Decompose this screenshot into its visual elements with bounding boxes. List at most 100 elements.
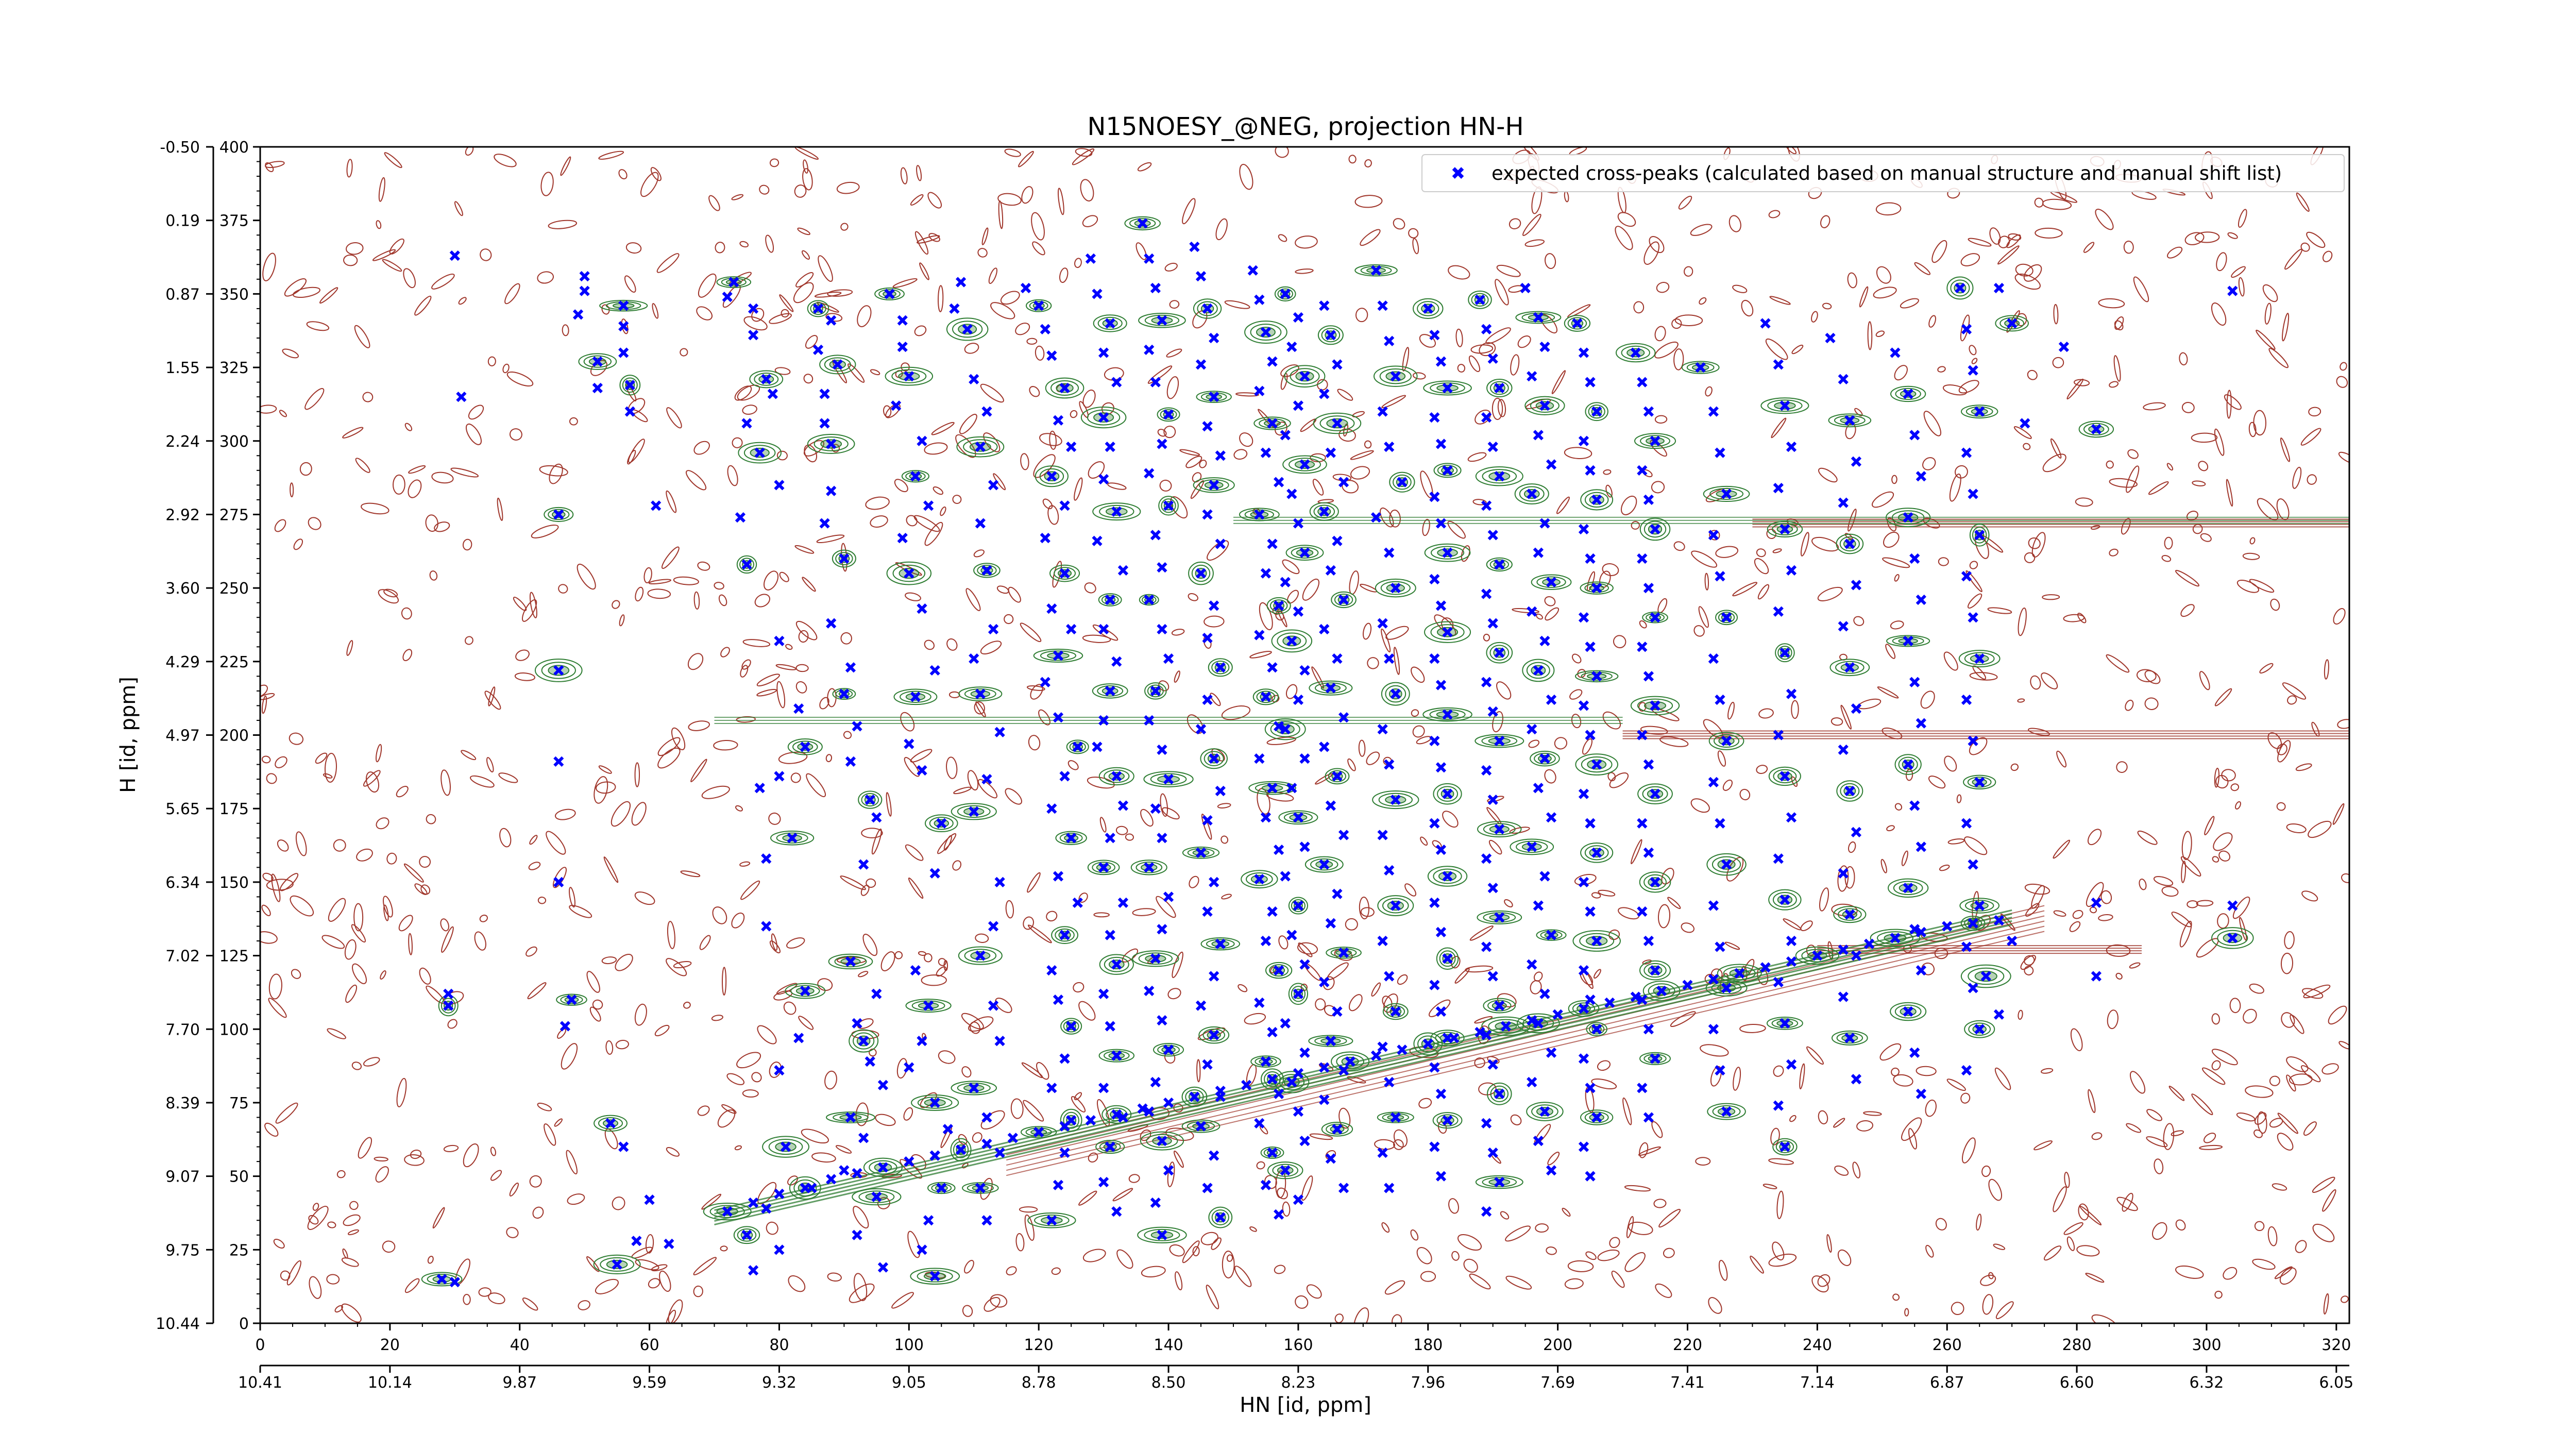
peak-marker (1435, 680, 1447, 690)
peak-marker (1968, 488, 1978, 499)
peak-marker (1968, 859, 1978, 870)
noise-contour (2292, 466, 2302, 489)
peak-marker (1527, 488, 1537, 499)
peak-marker (1494, 824, 1505, 835)
peak-marker (1325, 565, 1336, 576)
noise-contour (315, 752, 328, 764)
marker-stroke (1578, 347, 1589, 358)
peak-contour (1095, 1139, 1125, 1154)
noise-contour (2184, 232, 2205, 245)
noise-contour (886, 792, 892, 817)
peak-marker (1384, 1183, 1395, 1193)
peak-marker (826, 439, 837, 449)
peak-marker (579, 271, 590, 282)
peak-marker (1370, 265, 1382, 276)
noise-contour (756, 673, 780, 687)
peak-marker (1721, 735, 1732, 747)
noise-contour (527, 982, 547, 1000)
marker-stroke (826, 315, 837, 326)
peak-contour (1034, 1214, 1070, 1226)
peak-marker (1442, 709, 1453, 720)
peak-marker (1974, 530, 1985, 541)
peak-marker (1105, 685, 1115, 697)
peak-marker (1643, 759, 1654, 770)
marker-stroke (1708, 974, 1719, 985)
peak-contour (1274, 286, 1296, 301)
noise-contour (1998, 235, 2010, 248)
x-tick-label: 120 (1024, 1336, 1054, 1354)
noise-contour (1006, 1266, 1017, 1276)
marker-stroke (1157, 1015, 1167, 1026)
noise-contour (1366, 751, 1380, 765)
peak-marker (1332, 1006, 1343, 1017)
noise-contour (506, 1227, 519, 1238)
marker-stroke (1533, 900, 1544, 911)
peak-marker (1429, 818, 1440, 829)
peak-marker (1546, 577, 1557, 587)
marker-stroke (923, 1215, 934, 1226)
noise-contour (2248, 422, 2257, 437)
marker-stroke (1961, 694, 1972, 705)
noise-contour (291, 969, 301, 979)
marker-stroke (1773, 1100, 1784, 1111)
marker-stroke (1377, 618, 1388, 629)
marker-stroke (897, 341, 908, 352)
marker-stroke (1111, 656, 1122, 667)
noise-contour (1609, 772, 1629, 788)
peak-contour (958, 946, 1003, 965)
peak-marker (774, 1188, 785, 1199)
noise-contour (1031, 212, 1045, 241)
noise-contour (603, 856, 619, 883)
marker-stroke (1903, 512, 1913, 523)
peak-contour (1714, 734, 1740, 748)
peak-marker (1319, 742, 1330, 752)
marker-stroke (904, 1062, 914, 1073)
peak-contour (1326, 1123, 1349, 1135)
marker-stroke (618, 300, 629, 311)
noise-contour (802, 168, 813, 191)
marker-stroke (845, 1112, 856, 1123)
marker-stroke (1961, 818, 1972, 829)
marker-stroke (1539, 400, 1550, 411)
noise-contour (1942, 384, 1968, 396)
noise-contour (1993, 1243, 2006, 1250)
noise-contour (2268, 348, 2289, 368)
noise-contour (2053, 839, 2071, 859)
peak-contour (1580, 843, 1614, 863)
peak-contour (1140, 1131, 1184, 1151)
noise-contour (528, 862, 541, 870)
peak-contour (1588, 405, 1605, 419)
peak-contour (1060, 1018, 1082, 1035)
marker-stroke (1137, 1103, 1148, 1114)
noise-contour (739, 241, 749, 248)
noise-contour (393, 474, 405, 495)
marker-stroke (443, 1000, 454, 1011)
peak-marker (1578, 700, 1589, 711)
peak-contour (1204, 751, 1224, 766)
x-tick-label: 140 (1154, 1336, 1183, 1354)
peak-marker (1780, 400, 1790, 411)
peak-marker (1539, 341, 1550, 352)
noise-contour (917, 235, 940, 244)
peak-marker (1338, 947, 1349, 958)
noise-contour (468, 405, 484, 420)
peak-marker (1111, 377, 1122, 387)
y-axis-label: H [id, ppm] (116, 677, 140, 793)
marker-stroke (1578, 1141, 1589, 1152)
marker-stroke (1734, 968, 1745, 979)
noise-contour (1353, 1307, 1369, 1323)
peak-contour (1291, 986, 1306, 1002)
noise-contour (1772, 1241, 1785, 1260)
peak-marker (871, 812, 882, 823)
peak-contour (1035, 465, 1069, 487)
noise-contour (1461, 545, 1470, 562)
peak-marker (929, 665, 940, 676)
noise-contour (1617, 212, 1636, 227)
peak-contour (754, 373, 779, 386)
peak-marker (1338, 477, 1349, 487)
marker-stroke (1578, 788, 1589, 799)
noise-contour (765, 234, 774, 253)
peak-contour (1289, 458, 1321, 471)
peak-marker (1274, 721, 1284, 732)
marker-stroke (1098, 624, 1109, 635)
